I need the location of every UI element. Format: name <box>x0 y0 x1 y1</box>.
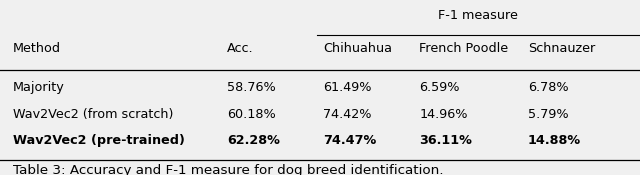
Text: 62.28%: 62.28% <box>227 134 280 147</box>
Text: Majority: Majority <box>13 81 65 94</box>
Text: Chihuahua: Chihuahua <box>323 42 392 55</box>
Text: Acc.: Acc. <box>227 42 254 55</box>
Text: 14.96%: 14.96% <box>419 108 468 121</box>
Text: 61.49%: 61.49% <box>323 81 372 94</box>
Text: F-1 measure: F-1 measure <box>438 9 518 22</box>
Text: 58.76%: 58.76% <box>227 81 276 94</box>
Text: 74.47%: 74.47% <box>323 134 376 147</box>
Text: 6.59%: 6.59% <box>419 81 460 94</box>
Text: Table 3: Accuracy and F-1 measure for dog breed identification.: Table 3: Accuracy and F-1 measure for do… <box>13 164 444 175</box>
Text: 60.18%: 60.18% <box>227 108 276 121</box>
Text: 5.79%: 5.79% <box>528 108 568 121</box>
Text: 36.11%: 36.11% <box>419 134 472 147</box>
Text: French Poodle: French Poodle <box>419 42 508 55</box>
Text: Wav2Vec2 (from scratch): Wav2Vec2 (from scratch) <box>13 108 173 121</box>
Text: 14.88%: 14.88% <box>528 134 581 147</box>
Text: Schnauzer: Schnauzer <box>528 42 595 55</box>
Text: 74.42%: 74.42% <box>323 108 372 121</box>
Text: Method: Method <box>13 42 61 55</box>
Text: 6.78%: 6.78% <box>528 81 568 94</box>
Text: Wav2Vec2 (pre-trained): Wav2Vec2 (pre-trained) <box>13 134 185 147</box>
